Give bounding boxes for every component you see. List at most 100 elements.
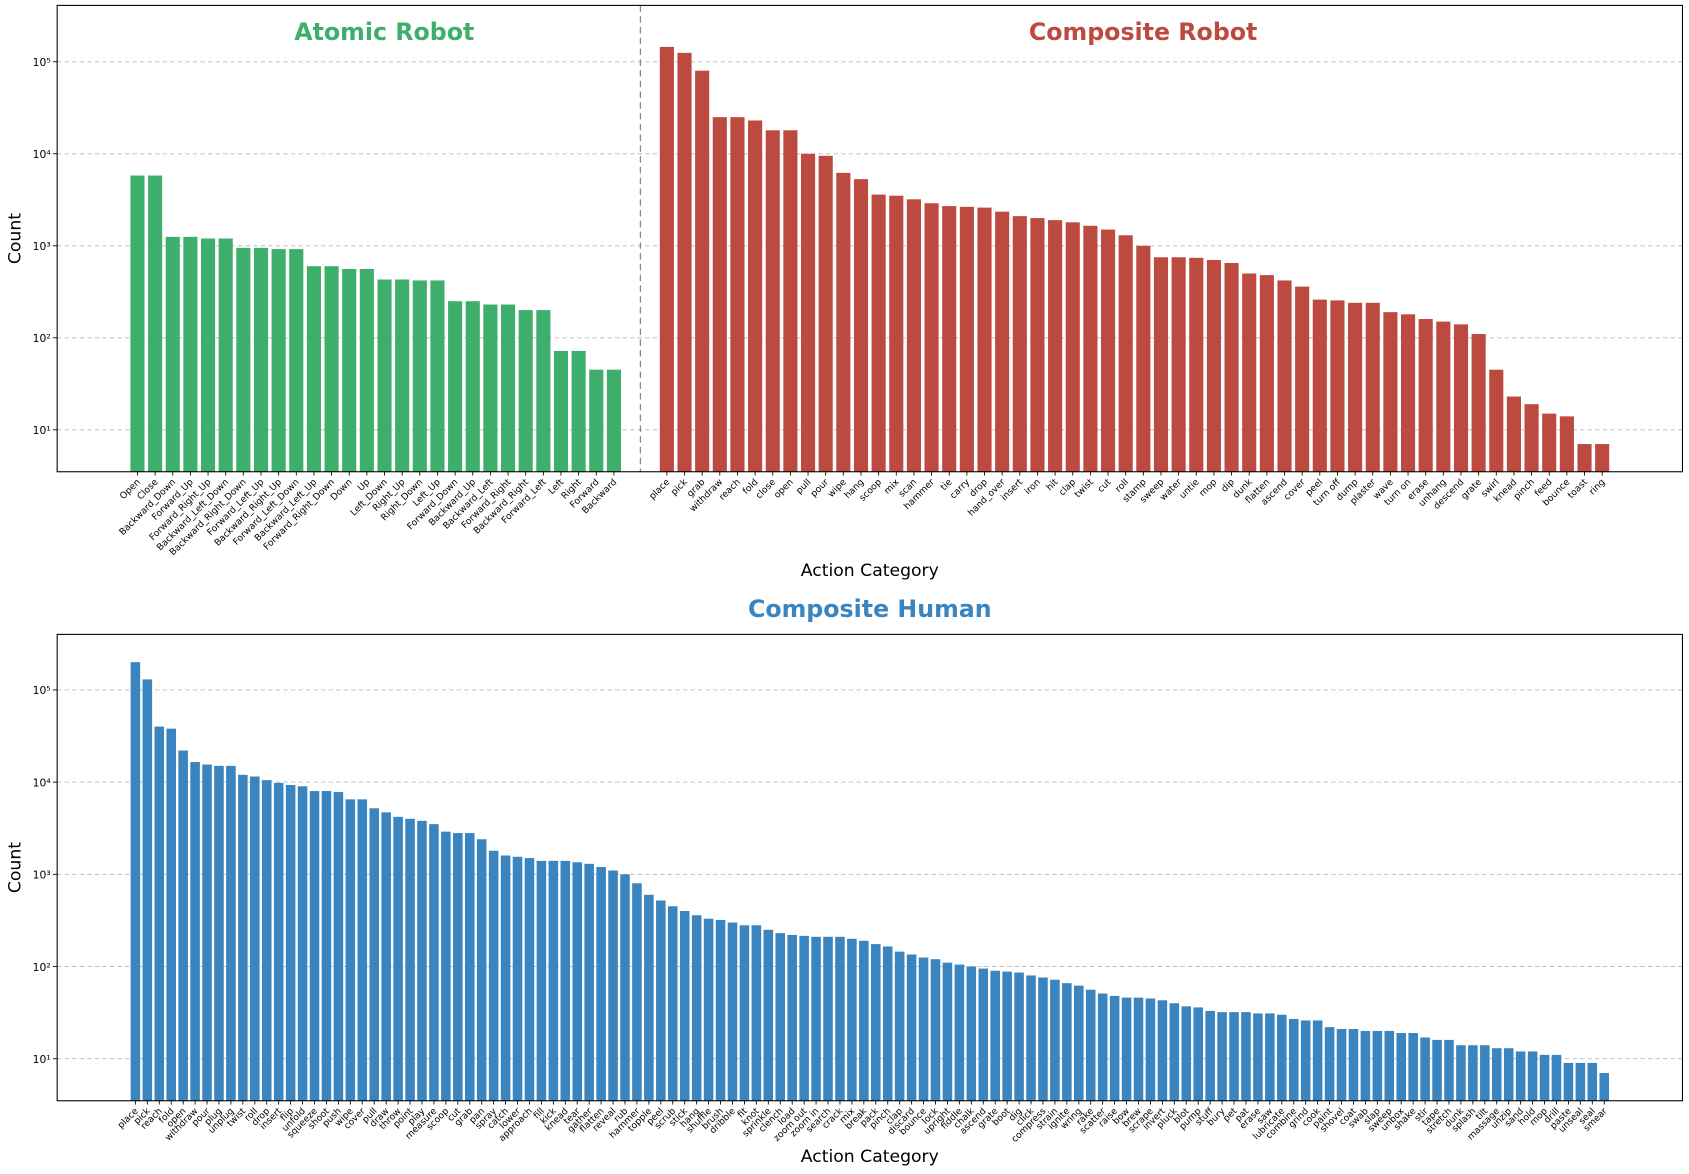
bar — [1312, 1020, 1323, 1101]
bar — [1360, 1030, 1371, 1101]
bar — [1471, 333, 1486, 472]
bar — [1312, 299, 1327, 472]
bar — [906, 954, 917, 1101]
bar — [799, 935, 809, 1101]
bar — [253, 247, 269, 472]
bar — [1436, 321, 1451, 472]
bar — [441, 831, 451, 1101]
bar — [369, 808, 379, 1101]
bar — [942, 206, 957, 472]
bar — [324, 266, 339, 472]
bar — [429, 824, 439, 1101]
bar — [1432, 1039, 1442, 1101]
x-axis-label: Action Category — [801, 561, 939, 581]
bar — [765, 130, 780, 472]
bar — [500, 304, 516, 472]
bar — [226, 765, 236, 1101]
bar — [1118, 235, 1133, 472]
bar — [1224, 262, 1239, 472]
bar — [1324, 1027, 1335, 1101]
bar — [763, 929, 774, 1101]
bar — [345, 799, 356, 1101]
x-tick-label: ring — [1588, 478, 1608, 498]
bar — [1527, 1051, 1538, 1101]
bar — [1206, 260, 1221, 472]
bar — [871, 944, 881, 1101]
bar — [1136, 245, 1151, 472]
bar — [536, 860, 547, 1101]
bar — [453, 833, 463, 1101]
bar — [271, 249, 286, 472]
bar — [644, 894, 654, 1101]
bar — [1365, 302, 1380, 472]
series-title: Atomic Robot — [294, 18, 474, 46]
bar — [130, 662, 141, 1101]
bar — [1229, 1012, 1239, 1101]
bar — [894, 951, 905, 1101]
bar — [859, 940, 869, 1101]
bar — [297, 786, 308, 1101]
bar — [990, 970, 1000, 1101]
bar — [1153, 257, 1169, 472]
bar — [1348, 1029, 1359, 1101]
bar — [748, 120, 763, 472]
y-tick-label: 10² — [33, 332, 51, 345]
bar — [1288, 1018, 1299, 1101]
bar — [818, 155, 833, 472]
bar — [1295, 286, 1310, 472]
bar — [1420, 1037, 1430, 1101]
bar — [412, 280, 427, 472]
bar — [200, 238, 216, 472]
bar — [882, 946, 893, 1101]
bar — [306, 266, 321, 472]
bar — [1083, 225, 1098, 472]
bar — [1205, 1010, 1215, 1101]
bar — [906, 199, 921, 472]
bar — [261, 780, 272, 1101]
bar — [1145, 998, 1156, 1101]
bar — [918, 957, 929, 1101]
bar — [1468, 1045, 1478, 1101]
bar — [871, 194, 886, 472]
bar — [417, 820, 427, 1101]
bar — [1181, 1006, 1192, 1101]
axes-frame — [56, 4, 1683, 473]
y-tick-label: 10¹ — [33, 424, 51, 437]
bar — [847, 938, 857, 1101]
series-title: Composite Robot — [1029, 18, 1257, 46]
bar — [289, 249, 304, 472]
bar — [667, 906, 678, 1101]
bar — [1348, 302, 1363, 472]
bar — [130, 175, 145, 472]
bar — [1097, 993, 1108, 1101]
bar — [730, 117, 745, 472]
bar — [691, 915, 702, 1101]
bar — [1157, 1000, 1168, 1101]
bar — [1372, 1030, 1383, 1101]
y-tick-label: 10⁵ — [33, 56, 51, 69]
bar — [512, 856, 523, 1101]
bar — [214, 765, 224, 1101]
bar — [1330, 300, 1345, 472]
bar — [836, 172, 851, 472]
bar — [1014, 972, 1024, 1101]
bar — [1453, 324, 1469, 472]
bar — [632, 883, 642, 1101]
bar — [889, 195, 904, 472]
bar — [560, 860, 571, 1101]
x-tick-label: mop — [1198, 477, 1220, 499]
y-axis-label: Count — [6, 842, 26, 893]
bar — [1074, 985, 1084, 1101]
bar — [966, 966, 977, 1101]
bar — [1217, 1012, 1227, 1101]
bar — [405, 818, 415, 1101]
bar — [1559, 416, 1574, 472]
bar — [1242, 273, 1257, 472]
chart-title: Composite Human — [748, 595, 992, 623]
x-tick-label: grate — [1460, 477, 1485, 502]
bar — [142, 679, 153, 1101]
bar — [584, 863, 594, 1101]
bar — [1383, 312, 1398, 472]
bar — [1169, 1003, 1180, 1101]
axes-frame — [56, 633, 1683, 1102]
